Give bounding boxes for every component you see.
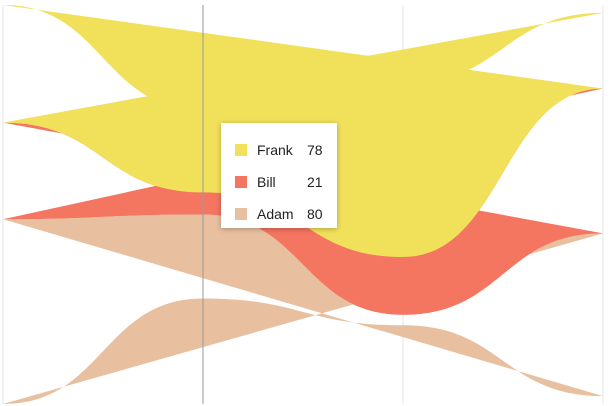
tooltip-name: Bill: [257, 174, 276, 190]
bill-swatch: [235, 176, 247, 188]
tooltip-row-bill: Bill 21: [235, 166, 337, 198]
tooltip-name: Frank: [257, 142, 293, 158]
tooltip-value: 80: [307, 206, 323, 222]
frank-swatch: [235, 144, 247, 156]
tooltip-value: 78: [307, 142, 323, 158]
adam-swatch: [235, 208, 247, 220]
tooltip: Frank 78 Bill 21 Adam 80: [221, 123, 337, 228]
tooltip-name: Adam: [257, 206, 294, 222]
tooltip-row-frank: Frank 78: [235, 134, 337, 166]
tooltip-value: 21: [307, 174, 323, 190]
stream-adam[interactable]: [3, 214, 603, 404]
tooltip-row-adam: Adam 80: [235, 198, 337, 230]
